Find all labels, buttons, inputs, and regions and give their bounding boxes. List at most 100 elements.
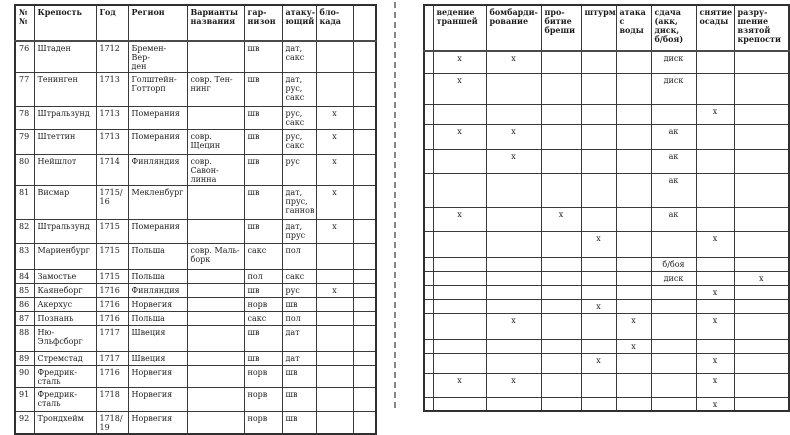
table-cell: сакс bbox=[281, 269, 317, 284]
table-cell bbox=[695, 338, 735, 354]
table-cell: шв bbox=[281, 297, 317, 312]
table-row: x bbox=[423, 103, 790, 125]
table-cell bbox=[615, 230, 652, 258]
table-cell bbox=[432, 103, 487, 125]
table-row: 85 Каянеборг 1716 Финляндия шв рус x bbox=[14, 283, 377, 298]
table-cell: 1713 bbox=[95, 106, 129, 130]
table-cell bbox=[695, 50, 735, 74]
table-cell bbox=[315, 269, 354, 284]
table-cell: рус bbox=[281, 154, 317, 186]
table-cell: 79 bbox=[14, 129, 35, 155]
table-cell bbox=[432, 396, 487, 411]
table-cell: x bbox=[695, 284, 735, 300]
table-cell bbox=[186, 351, 245, 366]
table-row: x bbox=[423, 298, 790, 314]
table-cell bbox=[695, 256, 735, 272]
column-header: Варианты названия bbox=[186, 4, 245, 42]
table-cell bbox=[650, 103, 697, 125]
table-cell: Бремен-Вер- ден bbox=[127, 40, 188, 73]
table-cell: Замостье bbox=[33, 269, 97, 284]
table-cell bbox=[432, 230, 487, 258]
table-cell bbox=[352, 311, 377, 326]
table-cell bbox=[315, 411, 354, 435]
table-cell: x bbox=[695, 352, 735, 374]
table-cell: 85 bbox=[14, 283, 35, 298]
table-cell: Польша bbox=[127, 311, 188, 326]
table-cell bbox=[615, 352, 652, 374]
table-cell bbox=[315, 325, 354, 352]
table-cell: Штеттин bbox=[33, 129, 97, 155]
table-cell bbox=[615, 284, 652, 300]
column-header: атаку- ющий bbox=[281, 4, 317, 42]
table-cell bbox=[580, 123, 617, 150]
table-cell bbox=[540, 103, 582, 125]
table-cell: 81 bbox=[14, 185, 35, 220]
table-cell bbox=[315, 40, 354, 73]
table-cell bbox=[485, 298, 542, 314]
table-cell bbox=[615, 206, 652, 232]
table-cell: x bbox=[580, 352, 617, 374]
table-cell bbox=[315, 311, 354, 326]
table-cell: Висмар bbox=[33, 185, 97, 220]
table-cell: 1715 bbox=[95, 269, 129, 284]
table-cell: Акерхус bbox=[33, 297, 97, 312]
table-cell bbox=[580, 372, 617, 398]
table-row: 82 Штральзунд 1715 Померания шв дат, прус x bbox=[14, 219, 377, 244]
table-row: 80 Нейшлот 1714 Финляндия совр. Савон- линна… bbox=[14, 154, 377, 186]
table-cell: 1712 bbox=[95, 40, 129, 73]
table-cell: Штаден bbox=[33, 40, 97, 73]
table-cell: Голштейн- Готторп bbox=[127, 72, 188, 107]
table-cell: ак bbox=[650, 148, 697, 174]
table-cell: сакс bbox=[243, 311, 283, 326]
table-cell bbox=[733, 72, 790, 105]
table-cell: 1713 bbox=[95, 72, 129, 107]
table-cell bbox=[423, 230, 434, 258]
table-cell: x bbox=[485, 123, 542, 150]
table-cell: Польша bbox=[127, 243, 188, 270]
table-cell bbox=[733, 172, 790, 208]
table-cell: x bbox=[695, 230, 735, 258]
table-cell: 77 bbox=[14, 72, 35, 107]
table-cell bbox=[615, 396, 652, 411]
table-cell: дат bbox=[281, 325, 317, 352]
table-cell: x bbox=[432, 72, 487, 105]
table-cell bbox=[352, 365, 377, 388]
table-cell bbox=[695, 123, 735, 150]
table-cell: 1715 bbox=[95, 219, 129, 244]
table-cell: пол bbox=[281, 243, 317, 270]
table-cell bbox=[615, 123, 652, 150]
table-cell: x bbox=[315, 154, 354, 186]
table-row: ак bbox=[423, 172, 790, 208]
table-cell: шв bbox=[243, 154, 283, 186]
table-cell bbox=[315, 243, 354, 270]
table-cell: Норвегия bbox=[127, 387, 188, 412]
table-cell: 92 bbox=[14, 411, 35, 435]
table-cell: сакс bbox=[243, 243, 283, 270]
table-cell bbox=[580, 338, 617, 354]
siege-actions-table: ведение траншей бомбарди- рование про- бит… bbox=[423, 4, 790, 412]
table-cell bbox=[580, 256, 617, 272]
table-cell bbox=[315, 297, 354, 312]
table-cell: 1715/ 16 bbox=[95, 185, 129, 220]
table-cell bbox=[485, 206, 542, 232]
table-cell bbox=[650, 372, 697, 398]
table-cell bbox=[432, 256, 487, 272]
table-cell bbox=[615, 172, 652, 208]
table-cell: x bbox=[485, 50, 542, 74]
table-cell: x bbox=[695, 372, 735, 398]
table-cell bbox=[423, 172, 434, 208]
table-cell: Штральзунд bbox=[33, 106, 97, 130]
table-cell: 82 bbox=[14, 219, 35, 244]
table-cell bbox=[695, 172, 735, 208]
table-cell bbox=[423, 72, 434, 105]
table-cell bbox=[650, 230, 697, 258]
table-cell bbox=[186, 283, 245, 298]
table-cell bbox=[650, 396, 697, 411]
table-cell bbox=[352, 297, 377, 312]
table-cell bbox=[352, 243, 377, 270]
table-cell: совр. Савон- линна bbox=[186, 154, 245, 186]
table-cell bbox=[352, 269, 377, 284]
table-cell: x bbox=[315, 106, 354, 130]
